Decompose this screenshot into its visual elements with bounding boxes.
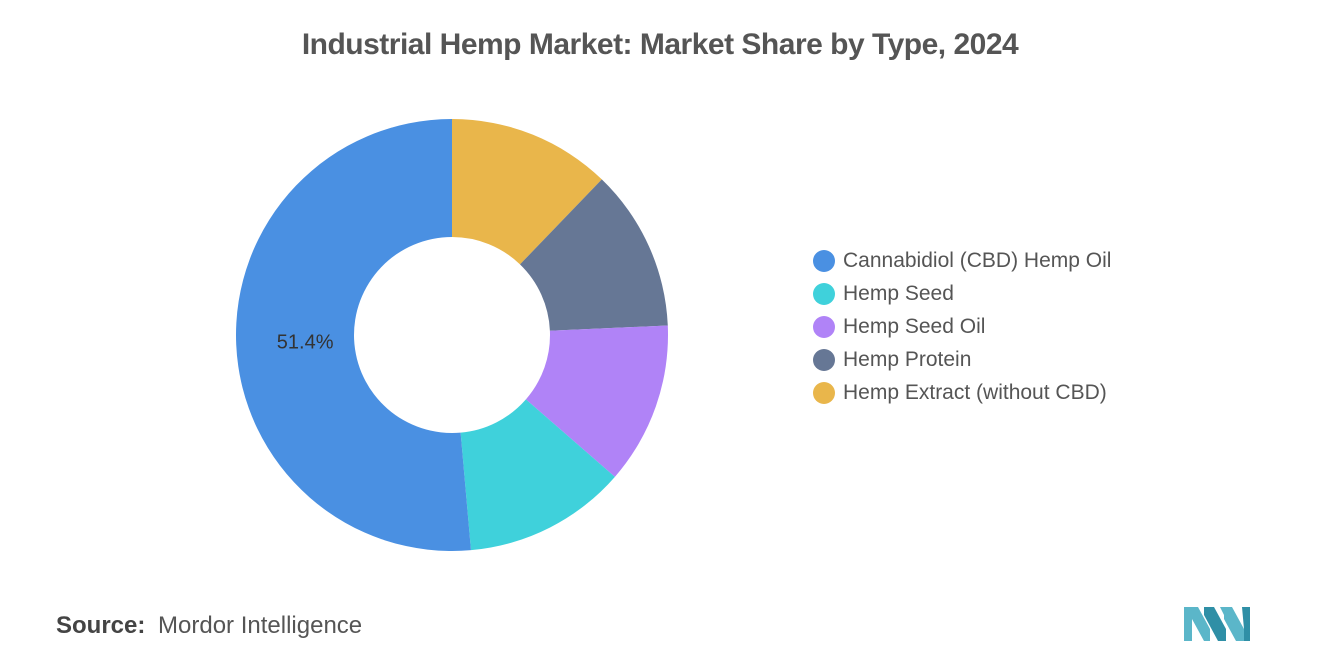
legend-swatch: [813, 381, 835, 404]
legend-label: Hemp Seed: [843, 281, 954, 305]
legend-item: Hemp Seed Oil: [813, 310, 1111, 343]
legend-item: Hemp Seed: [813, 277, 1111, 310]
slice-labels: 51.4%: [277, 331, 334, 353]
legend-swatch: [813, 249, 835, 272]
source-label: Source:: [56, 612, 146, 639]
slice-hemp-seed: [460, 399, 615, 551]
legend-label: Cannabidiol (CBD) Hemp Oil: [843, 248, 1112, 272]
legend-swatch: [813, 315, 835, 338]
legend-swatch: [813, 282, 835, 305]
legend-item: Cannabidiol (CBD) Hemp Oil: [813, 244, 1111, 277]
chart-title: Industrial Hemp Market: Market Share by …: [301, 28, 1019, 61]
slice-hemp-protein: [519, 179, 668, 331]
legend-label: Hemp Seed Oil: [843, 314, 986, 338]
slice-hemp-extract-without-cbd: [452, 119, 602, 265]
slice-hemp-seed-oil: [525, 325, 668, 477]
chart-legend: Cannabidiol (CBD) Hemp Oil Hemp Seed Hemp …: [813, 244, 1111, 409]
source-value: Mordor Intelligence: [158, 612, 363, 639]
mordor-intelligence-logo-icon: [1184, 603, 1250, 646]
slice-value-label: 51.4%: [277, 331, 334, 353]
legend-swatch: [813, 348, 835, 371]
slice-cannabidiol-cbd-hemp-oil: [236, 119, 471, 551]
legend-label: Hemp Protein: [843, 347, 972, 371]
source-note: Source: Mordor Intelligence: [56, 612, 362, 640]
legend-label: Hemp Extract (without CBD): [843, 380, 1107, 404]
legend-item: Hemp Protein: [813, 343, 1111, 376]
legend-item: Hemp Extract (without CBD): [813, 376, 1111, 409]
donut-slices: [236, 119, 668, 551]
